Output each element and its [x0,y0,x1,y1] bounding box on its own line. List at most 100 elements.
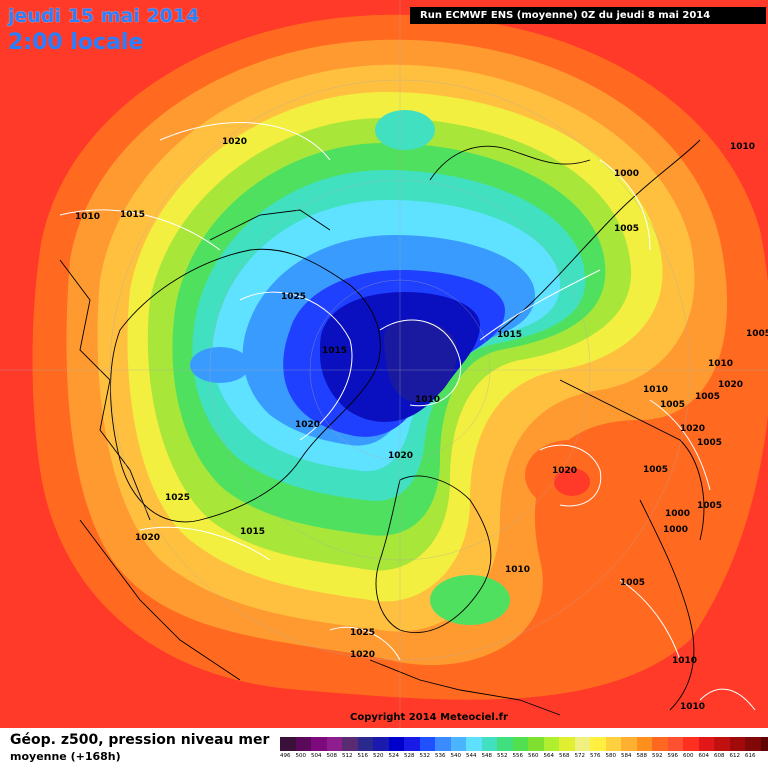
scale-label: 520 [373,753,384,759]
forecast-date: jeudi 15 mai 2014 [8,5,200,27]
color-swatch: 580 [605,737,621,759]
scale-label: 556 [512,753,524,759]
isobar-label: 1000 [663,525,688,535]
color-swatch: 508 [326,737,342,759]
scale-label: 612 [729,753,741,759]
scale-label: 572 [574,753,586,759]
forecast-time: 2:00 locale [8,30,144,55]
color-swatch: 496 [280,737,296,759]
scale-label: 564 [543,753,555,759]
color-swatch: 608 [714,737,730,759]
color-swatch: 576 [590,737,606,759]
color-swatch: 552 [497,737,513,759]
color-swatch: 616 [745,737,761,759]
isobar-label: 1020 [135,533,160,543]
scale-label: 576 [590,753,601,759]
geopotential-map: 1020 1010 1015 1000 1005 1025 1015 1015 … [0,0,768,728]
isobar-label: 1010 [415,395,440,405]
color-swatch: 612 [729,737,745,759]
isobar-label: 1025 [350,628,375,638]
color-swatch: 548 [481,737,497,759]
isobar-label: 1005 [695,392,720,402]
scale-label: 580 [605,753,617,759]
legend-bar: Géop. z500, pression niveau mer moyenne … [0,728,768,768]
isobar-label: 1015 [240,527,265,537]
isobar-lines [59,122,756,711]
isobar-label: 1020 [552,466,577,476]
color-swatch: 536 [435,737,451,759]
color-swatch: 568 [559,737,575,759]
isobar-label: 1025 [281,292,306,302]
isobar-label: 1020 [222,137,247,147]
scale-label: 536 [435,753,446,759]
low-blob-core [554,468,590,496]
color-swatch: 500 [295,737,311,759]
scale-label: 600 [683,753,694,759]
green-blob-europe [430,575,510,625]
scale-label: 544 [466,753,477,759]
high-blob-arctic [375,110,435,150]
high-blob-greenland [190,347,250,383]
color-swatch: 600 [683,737,699,759]
scale-label: 616 [745,753,756,759]
isobar-label: 1005 [614,224,639,234]
scale-label: 568 [559,753,570,759]
scale-label: 608 [714,753,725,759]
isobar-label: 1010 [672,656,697,666]
isobar-label: 1005 [697,501,722,511]
color-swatch: 512 [342,737,358,759]
color-swatch: 504 [311,737,327,759]
isobar-label: 1000 [614,169,639,179]
scale-label: 516 [357,753,369,759]
scale-label: 552 [497,753,508,759]
color-swatch: 604 [698,737,714,759]
isobar-label: 1005 [746,329,768,339]
isobar-label: 1010 [643,385,668,395]
color-swatch: 516 [357,737,373,759]
color-swatch: 564 [543,737,559,759]
run-info: Run ECMWF ENS (moyenne) 0Z du jeudi 8 ma… [410,7,766,24]
isobar-label: 1005 [620,578,645,588]
scale-label: 496 [280,753,291,759]
isobar-label: 1020 [295,420,320,430]
color-scale: 496 500 504 508 512 516 520 524 528 532 536 540 544 5… [280,737,768,759]
color-swatch: 572 [574,737,590,759]
scale-label: 592 [652,753,663,759]
color-swatch: 532 [419,737,435,759]
color-swatch: 556 [512,737,528,759]
isobar-label: 1005 [697,438,722,448]
scale-label: 500 [295,753,307,759]
isobar-label: 1015 [120,210,145,220]
scale-label: 604 [698,753,710,759]
copyright: Copyright 2014 Meteociel.fr [350,712,508,723]
isobar-label: 1020 [680,424,705,434]
scale-label: 596 [667,753,679,759]
isobar-label: 1025 [165,493,190,503]
scale-label: 560 [528,753,539,759]
band-core [384,320,458,403]
color-swatch: 560 [528,737,544,759]
isobar-label: 1010 [505,565,530,575]
isobar-label: 1020 [350,650,375,660]
scale-label: 528 [404,753,415,759]
color-swatch: 524 [388,737,404,759]
scale-label: 508 [326,753,338,759]
isobar-label: 1015 [497,330,522,340]
color-swatch: 596 [667,737,683,759]
color-swatch: 584 [621,737,637,759]
color-swatch: 520 [373,737,389,759]
isobar-label: 1000 [665,509,690,519]
scale-label: 540 [450,753,462,759]
isobar-label: 1010 [75,212,100,222]
isobar-label: 1020 [388,451,413,461]
isobar-label: 1010 [730,142,755,152]
scale-label: 548 [481,753,493,759]
scale-label: 504 [311,753,322,759]
scale-label: 584 [621,753,632,759]
scale-label: 532 [419,753,431,759]
scale-label: 524 [388,753,400,759]
isobar-label: 1015 [322,346,347,356]
isobar-label: 1005 [643,465,668,475]
scale-label: 588 [636,753,648,759]
